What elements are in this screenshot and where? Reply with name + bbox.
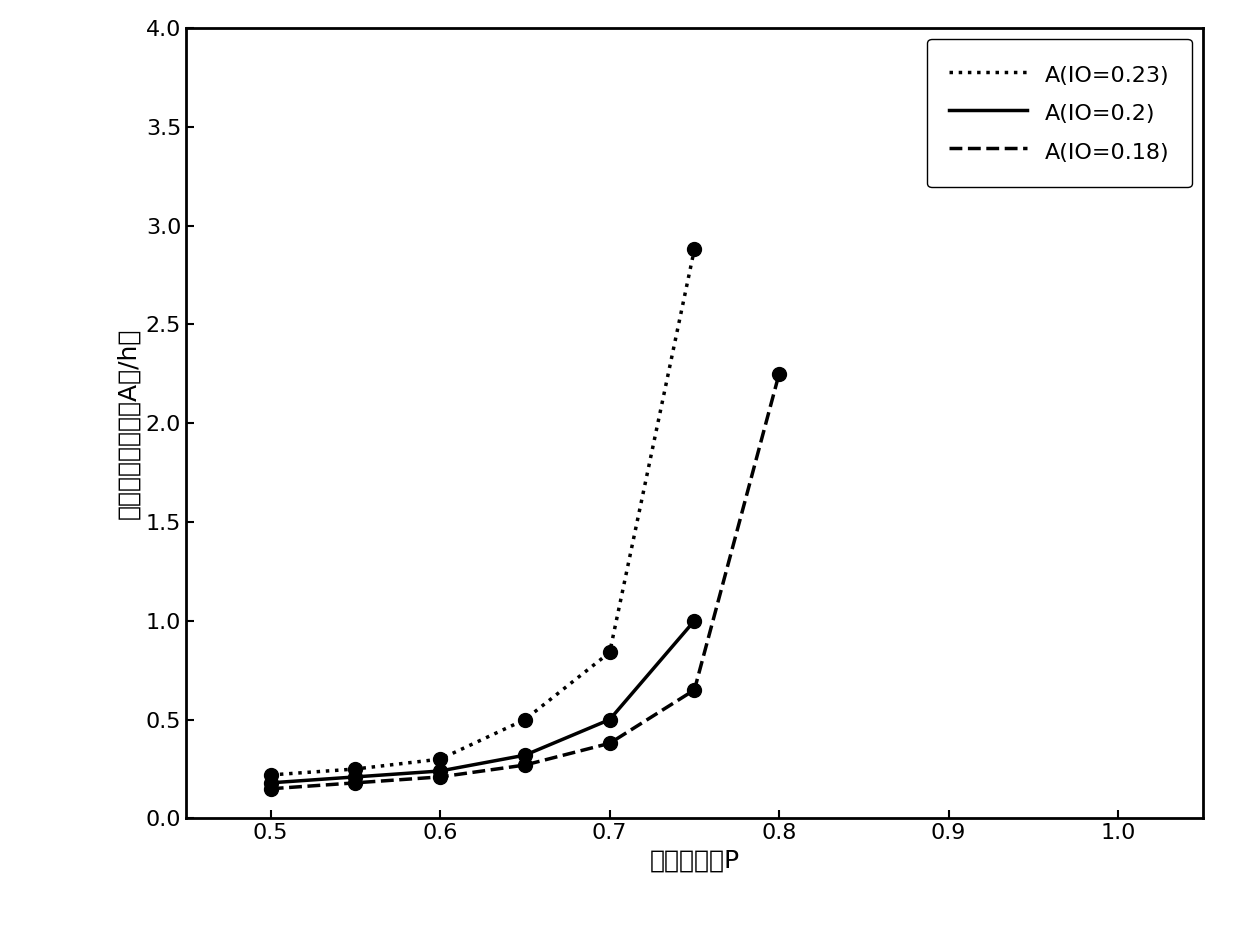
A(IO=0.2)	[348, 771, 363, 782]
A(IO=0.23)	[263, 769, 278, 780]
A(IO=0.18)	[433, 771, 448, 782]
A(IO=0.23)	[433, 753, 448, 764]
A(IO=0.2)	[687, 616, 702, 627]
A(IO=0.2)	[517, 750, 532, 761]
Line: A(IO=0.18): A(IO=0.18)	[264, 366, 786, 796]
Line: A(IO=0.2): A(IO=0.2)	[264, 614, 702, 790]
A(IO=0.2)	[433, 765, 448, 777]
A(IO=0.18)	[348, 777, 363, 789]
A(IO=0.23)	[348, 764, 363, 775]
A(IO=0.23)	[603, 647, 618, 658]
A(IO=0.18)	[771, 368, 786, 379]
A(IO=0.2)	[263, 777, 278, 789]
A(IO=0.23)	[517, 714, 532, 725]
A(IO=0.18)	[263, 783, 278, 794]
A(IO=0.2)	[603, 714, 618, 725]
A(IO=0.18)	[603, 737, 618, 749]
A(IO=0.18)	[687, 684, 702, 696]
A(IO=0.18)	[517, 760, 532, 771]
Line: A(IO=0.23): A(IO=0.23)	[264, 243, 702, 782]
Legend: A(IO=0.23), A(IO=0.2), A(IO=0.18): A(IO=0.23), A(IO=0.2), A(IO=0.18)	[928, 39, 1192, 187]
A(IO=0.23)	[687, 244, 702, 255]
Y-axis label: 允许最大换气次数A（/h）: 允许最大换气次数A（/h）	[117, 327, 140, 519]
X-axis label: 过滤器效率P: 过滤器效率P	[650, 849, 739, 873]
